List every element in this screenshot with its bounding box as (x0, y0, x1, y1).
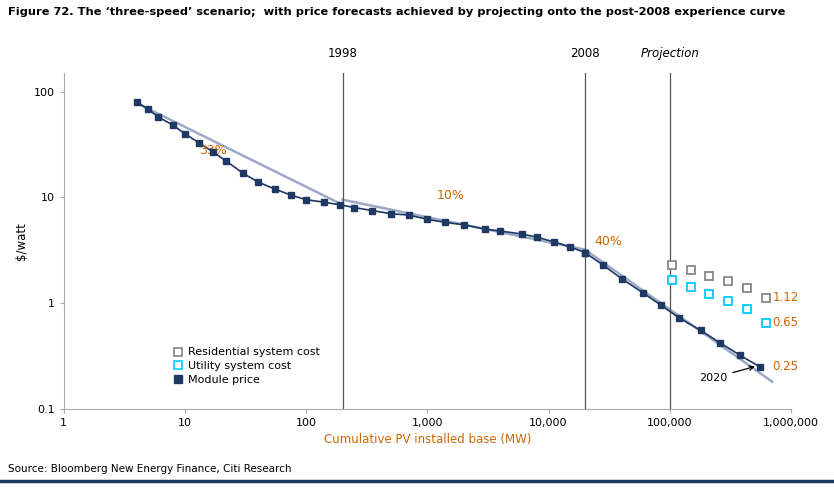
X-axis label: Cumulative PV installed base (MW): Cumulative PV installed base (MW) (324, 434, 531, 446)
Text: Figure 72. The ‘three-speed’ scenario;  with price forecasts achieved by project: Figure 72. The ‘three-speed’ scenario; w… (8, 7, 786, 17)
Y-axis label: $/watt: $/watt (15, 222, 28, 260)
Text: 2020: 2020 (699, 366, 754, 383)
Text: 33%: 33% (198, 143, 226, 157)
Text: 10%: 10% (437, 188, 465, 201)
Text: 2008: 2008 (570, 47, 600, 60)
Text: 1998: 1998 (328, 47, 358, 60)
Text: Source: Bloomberg New Energy Finance, Citi Research: Source: Bloomberg New Energy Finance, Ci… (8, 464, 292, 474)
Text: 1.12: 1.12 (772, 291, 798, 305)
Text: Projection: Projection (641, 47, 699, 60)
Text: 0.65: 0.65 (772, 316, 798, 329)
Text: 40%: 40% (595, 235, 622, 248)
Text: 0.25: 0.25 (772, 360, 798, 373)
Legend: Residential system cost, Utility system cost, Module price: Residential system cost, Utility system … (171, 343, 324, 390)
